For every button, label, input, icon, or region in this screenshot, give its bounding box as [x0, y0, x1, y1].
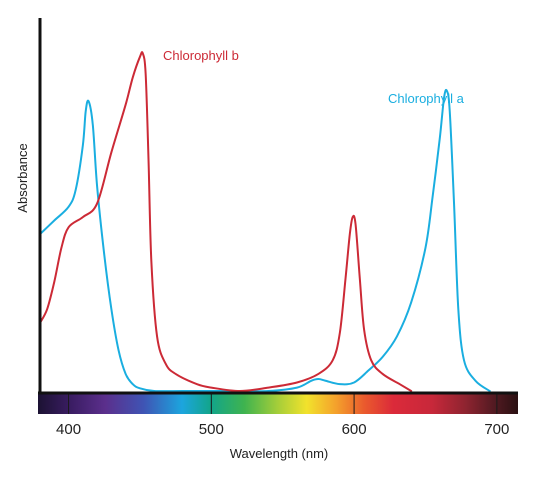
- y-axis-title: Absorbance: [15, 143, 30, 212]
- spectrum-bar: [38, 394, 518, 414]
- series-line-chlorophyll-b: [39, 51, 413, 392]
- x-axis-title: Wavelength (nm): [230, 446, 329, 461]
- series-label-chlorophyll-b: Chlorophyll b: [163, 48, 239, 63]
- x-tick-label-400: 400: [56, 421, 81, 438]
- x-tick-label-500: 500: [199, 421, 224, 438]
- x-tick-label-600: 600: [342, 421, 367, 438]
- x-tick-labels: 400 500 600 700: [56, 421, 509, 438]
- series-layer: [39, 51, 491, 393]
- x-tick-marks: [68, 394, 498, 414]
- x-tick-label-700: 700: [484, 421, 509, 438]
- series-label-chlorophyll-a: Chlorophyll a: [388, 91, 465, 106]
- series-line-chlorophyll-a: [39, 88, 491, 393]
